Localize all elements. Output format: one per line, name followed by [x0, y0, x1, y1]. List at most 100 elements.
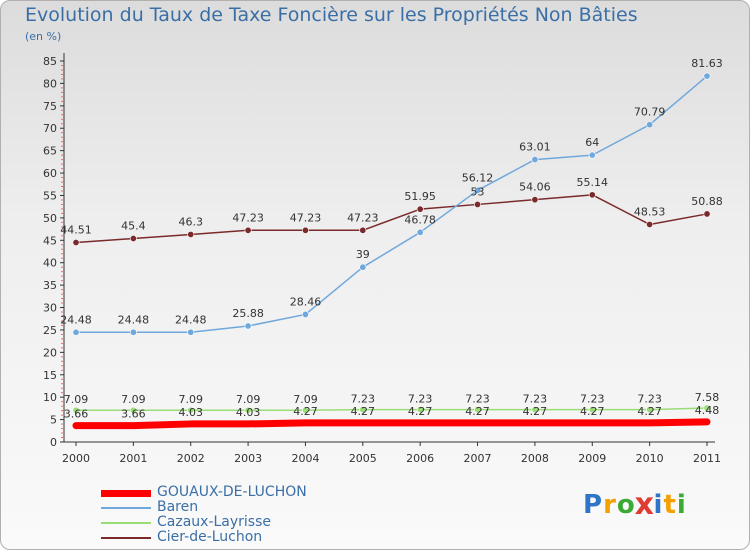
y-tick-label: 35: [43, 279, 57, 292]
x-tick-label: 2004: [291, 452, 319, 465]
data-point: [359, 226, 367, 234]
data-label: 45.4: [121, 220, 146, 233]
x-tick-label: 2001: [119, 452, 147, 465]
y-tick-label: 60: [43, 167, 57, 180]
data-label: 7.58: [695, 391, 720, 404]
x-tick-label: 2007: [464, 452, 492, 465]
data-point: [359, 406, 367, 414]
data-label: 4.27: [465, 405, 490, 418]
data-label: 47.23: [232, 211, 264, 224]
data-point: [416, 228, 424, 236]
data-label: 28.46: [290, 295, 322, 308]
data-point: [187, 230, 195, 238]
data-point: [129, 406, 137, 414]
data-label: 7.23: [523, 393, 548, 406]
data-label: 4.27: [637, 405, 662, 418]
data-label: 3.66: [121, 408, 146, 421]
data-label: 4.27: [580, 405, 605, 418]
data-label: 54.06: [519, 181, 551, 194]
data-point: [703, 210, 711, 218]
data-label: 46.3: [178, 215, 203, 228]
logo-letter: t: [663, 490, 677, 520]
data-point: [703, 72, 711, 80]
y-tick-label: 65: [43, 145, 57, 158]
legend-swatch: [101, 537, 151, 539]
data-label: 7.23: [408, 393, 433, 406]
x-tick-label: 2000: [62, 452, 90, 465]
data-label: 7.09: [64, 393, 89, 406]
data-point: [474, 200, 482, 208]
y-tick-label: 25: [43, 324, 57, 337]
y-tick-label: 80: [43, 77, 57, 90]
data-point: [531, 196, 539, 204]
data-label: 81.63: [691, 57, 723, 70]
y-tick-label: 45: [43, 234, 57, 247]
data-point: [72, 238, 80, 246]
y-tick-label: 50: [43, 212, 57, 225]
data-label: 56.12: [462, 171, 494, 184]
data-label: 7.09: [178, 393, 203, 406]
data-point: [244, 406, 252, 414]
y-tick-label: 40: [43, 257, 57, 270]
data-label: 47.23: [347, 211, 379, 224]
data-label: 48.53: [634, 205, 666, 218]
data-label: 7.23: [465, 393, 490, 406]
data-point: [646, 220, 654, 228]
chart-title: Evolution du Taux de Taxe Foncière sur l…: [25, 4, 638, 26]
data-label: 25.88: [232, 307, 264, 320]
y-tick-label: 5: [50, 414, 57, 427]
data-label: 55.14: [577, 176, 609, 189]
x-tick-label: 2003: [234, 452, 262, 465]
data-point: [416, 406, 424, 414]
data-point: [129, 235, 137, 243]
data-label: 4.27: [408, 405, 433, 418]
y-tick-label: 70: [43, 122, 57, 135]
y-tick-label: 75: [43, 100, 57, 113]
x-tick-label: 2005: [349, 452, 377, 465]
data-label: 7.09: [293, 393, 318, 406]
data-label: 4.27: [351, 405, 376, 418]
x-tick-label: 2002: [177, 452, 205, 465]
data-label: 4.03: [236, 406, 261, 419]
data-label: 7.23: [637, 393, 662, 406]
data-point: [474, 186, 482, 194]
series-line-0: [72, 418, 711, 430]
x-tick-label: 2011: [693, 452, 721, 465]
data-point: [646, 121, 654, 129]
logo-letter: i: [676, 490, 687, 520]
y-tick-label: 15: [43, 369, 57, 382]
data-point: [646, 406, 654, 414]
legend-label: GOUAUX-DE-LUCHON: [157, 484, 307, 500]
x-tick-label: 2010: [636, 452, 664, 465]
data-label: 7.09: [236, 393, 261, 406]
logo-letter: x: [634, 487, 655, 523]
y-tick-label: 85: [43, 55, 57, 68]
proxiti-logo: Proxiti: [583, 487, 687, 523]
data-point: [72, 328, 80, 336]
x-tick-label: 2008: [521, 452, 549, 465]
data-point: [531, 156, 539, 164]
data-point: [301, 310, 309, 318]
data-point: [531, 406, 539, 414]
y-tick-label: 20: [43, 346, 57, 359]
data-label: 4.48: [695, 404, 720, 417]
data-point: [72, 406, 80, 414]
y-tick-label: 55: [43, 189, 57, 202]
data-label: 51.95: [404, 190, 436, 203]
data-label: 4.03: [178, 406, 203, 419]
data-label: 24.48: [60, 313, 92, 326]
y-tick-label: 10: [43, 391, 57, 404]
data-point: [416, 205, 424, 213]
data-point: [474, 406, 482, 414]
y-tick-label: 0: [50, 436, 57, 449]
data-label: 24.48: [118, 313, 150, 326]
data-label: 63.01: [519, 141, 551, 154]
logo-letter: o: [616, 490, 636, 520]
legend-swatch: [101, 522, 151, 524]
data-point: [244, 322, 252, 330]
logo-letter: r: [603, 490, 617, 520]
data-label: 7.23: [580, 393, 605, 406]
chart-subtitle: (en %): [25, 30, 62, 43]
data-label: 70.79: [634, 106, 666, 119]
